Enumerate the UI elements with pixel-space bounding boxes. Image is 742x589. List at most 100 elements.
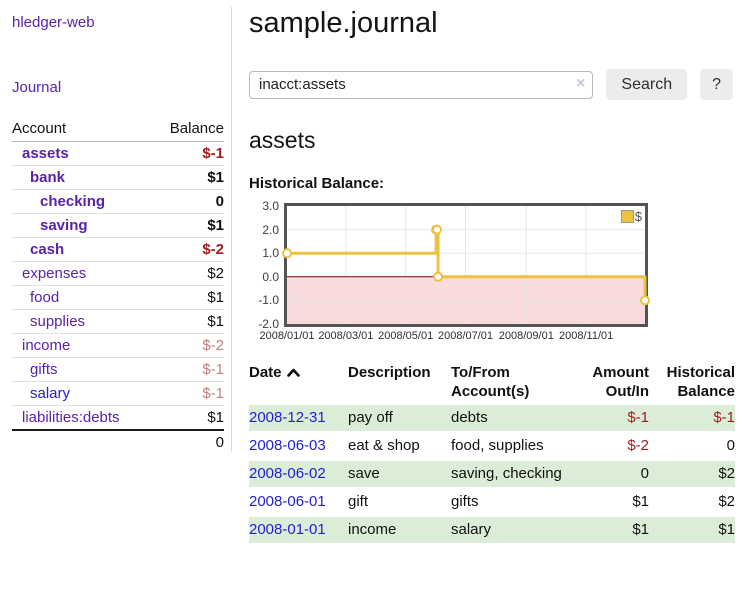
- register-row: 2008-01-01 income salary $1 $1: [249, 517, 735, 543]
- account-row: assets $-1: [12, 141, 224, 166]
- account-link[interactable]: bank: [30, 169, 66, 186]
- account-balance: $-1: [152, 381, 224, 406]
- transaction-description: gift: [348, 493, 369, 510]
- register-header-balance: Historical Balance: [666, 364, 735, 400]
- y-axis-tick-label: -1.0: [258, 293, 279, 308]
- transaction-amount: $-2: [627, 437, 649, 454]
- register-table: Date Description To/From Account(s) Amou…: [249, 359, 735, 545]
- register-header-accounts: To/From Account(s): [451, 364, 530, 400]
- account-link[interactable]: saving: [40, 217, 88, 234]
- account-row: saving $1: [12, 213, 224, 238]
- account-balance: 0: [152, 189, 224, 214]
- accounts-total-value: 0: [152, 429, 224, 454]
- transaction-amount: $1: [573, 517, 649, 543]
- account-link[interactable]: supplies: [30, 313, 86, 330]
- account-link[interactable]: expenses: [22, 265, 87, 282]
- account-balance: $-1: [152, 357, 224, 382]
- data-point-marker: [432, 224, 443, 235]
- account-row: food $1: [12, 285, 224, 310]
- transaction-date-link[interactable]: 2008-06-02: [249, 465, 326, 482]
- sidebar: hledger-web Journal Account Balance asse…: [0, 7, 232, 454]
- account-row: expenses $2: [12, 261, 224, 286]
- transaction-balance: $2: [649, 461, 735, 487]
- account-balance: $2: [152, 261, 224, 286]
- account-balance: $1: [152, 405, 224, 431]
- search-button[interactable]: Search: [606, 69, 688, 100]
- y-axis-tick-label: 1.0: [262, 246, 279, 261]
- accounts-header-account: Account: [12, 117, 153, 142]
- transaction-description: pay off: [348, 405, 451, 431]
- account-balance: $-2: [152, 333, 224, 358]
- x-axis-tick-label: 2008/07/01: [437, 330, 494, 342]
- x-axis-tick-label: 2008/09/01: [498, 330, 554, 342]
- account-balance: $1: [152, 309, 224, 334]
- account-row: gifts $-1: [12, 357, 224, 382]
- transaction-balance: $-1: [649, 405, 735, 431]
- transaction-date-link[interactable]: 2008-12-31: [249, 409, 326, 426]
- transaction-accounts: debts: [451, 405, 573, 431]
- transaction-date-link[interactable]: 2008-06-03: [249, 437, 326, 454]
- x-axis-tick-label: 2008/01/01: [259, 330, 315, 342]
- accounts-header-balance: Balance: [152, 117, 224, 142]
- y-axis-tick-label: 0.0: [262, 269, 279, 284]
- transaction-accounts: salary: [451, 517, 573, 543]
- data-point-marker: [282, 248, 292, 259]
- transaction-accounts: food, supplies: [451, 437, 544, 454]
- register-header-date[interactable]: Date: [249, 361, 348, 403]
- transaction-amount: $1: [632, 493, 649, 510]
- account-link[interactable]: gifts: [30, 361, 58, 378]
- chart-plot-area: $: [282, 203, 650, 327]
- transaction-balance: 0: [726, 437, 735, 454]
- transaction-description: save: [348, 461, 451, 487]
- register-header-description: Description: [348, 364, 431, 381]
- clear-search-icon[interactable]: ×: [576, 74, 586, 92]
- help-button[interactable]: ?: [700, 69, 733, 100]
- account-link[interactable]: assets: [22, 145, 69, 162]
- account-link[interactable]: food: [30, 289, 60, 306]
- x-axis-tick-label: 2008/03/01: [318, 330, 374, 342]
- transaction-balance: $1: [649, 517, 735, 543]
- account-link[interactable]: salary: [30, 385, 71, 402]
- brand-link[interactable]: hledger-web: [12, 14, 95, 31]
- transaction-date-link[interactable]: 2008-06-01: [249, 493, 326, 510]
- legend-swatch: [620, 210, 634, 223]
- account-row: income $-2: [12, 333, 224, 358]
- transaction-amount: 0: [573, 461, 649, 487]
- x-axis-tick-label: 2008/11/01: [559, 330, 614, 342]
- data-point-marker: [640, 295, 650, 306]
- account-link[interactable]: checking: [40, 193, 106, 210]
- legend-label: $: [634, 209, 642, 224]
- account-heading: assets: [249, 127, 316, 153]
- y-axis-tick-label: -2.0: [258, 317, 279, 331]
- account-balance: $-2: [152, 237, 224, 262]
- chart-title: Historical Balance:: [249, 175, 385, 192]
- account-balance: $1: [152, 213, 224, 238]
- transaction-accounts: saving, checking: [451, 461, 573, 487]
- y-axis-tick-label: 3.0: [262, 199, 279, 213]
- transaction-balance: $2: [718, 493, 735, 510]
- account-link[interactable]: liabilities:debts: [22, 409, 120, 426]
- sidebar-item-journal[interactable]: Journal: [12, 79, 62, 96]
- page-title: sample.journal: [249, 7, 438, 39]
- chart-legend: $: [620, 209, 642, 224]
- account-row: bank $1: [12, 165, 224, 190]
- account-link[interactable]: cash: [30, 241, 65, 258]
- accounts-table: Account Balance assets $-1 bank $1 checking 0…: [12, 117, 224, 454]
- y-axis-tick-label: 2.0: [262, 222, 279, 237]
- transaction-date-link[interactable]: 2008-01-01: [249, 521, 326, 538]
- register-header-amount: Amount Out/In: [592, 364, 649, 400]
- account-row: checking 0: [12, 189, 224, 214]
- account-row: supplies $1: [12, 309, 224, 334]
- account-row: liabilities:debts $1: [12, 405, 224, 431]
- search-input-wrap: ×: [249, 70, 594, 99]
- account-link[interactable]: income: [22, 337, 71, 354]
- register-header-row: Date Description To/From Account(s) Amou…: [249, 361, 735, 403]
- account-row: cash $-2: [12, 237, 224, 262]
- transaction-description: income: [348, 517, 451, 543]
- account-balance: $1: [152, 165, 224, 190]
- historical-balance-chart: $3.0 2.0 1.0 0.0 -1.0 -2.0 2008/01/01 2008/03/0…: [249, 199, 729, 345]
- x-axis-tick-label: 2008/05/01: [378, 330, 434, 342]
- search-input[interactable]: [249, 70, 594, 99]
- sort-ascending-icon: [286, 364, 300, 381]
- register-row: 2008-06-03 eat & shop food, supplies $-2 0: [249, 433, 735, 459]
